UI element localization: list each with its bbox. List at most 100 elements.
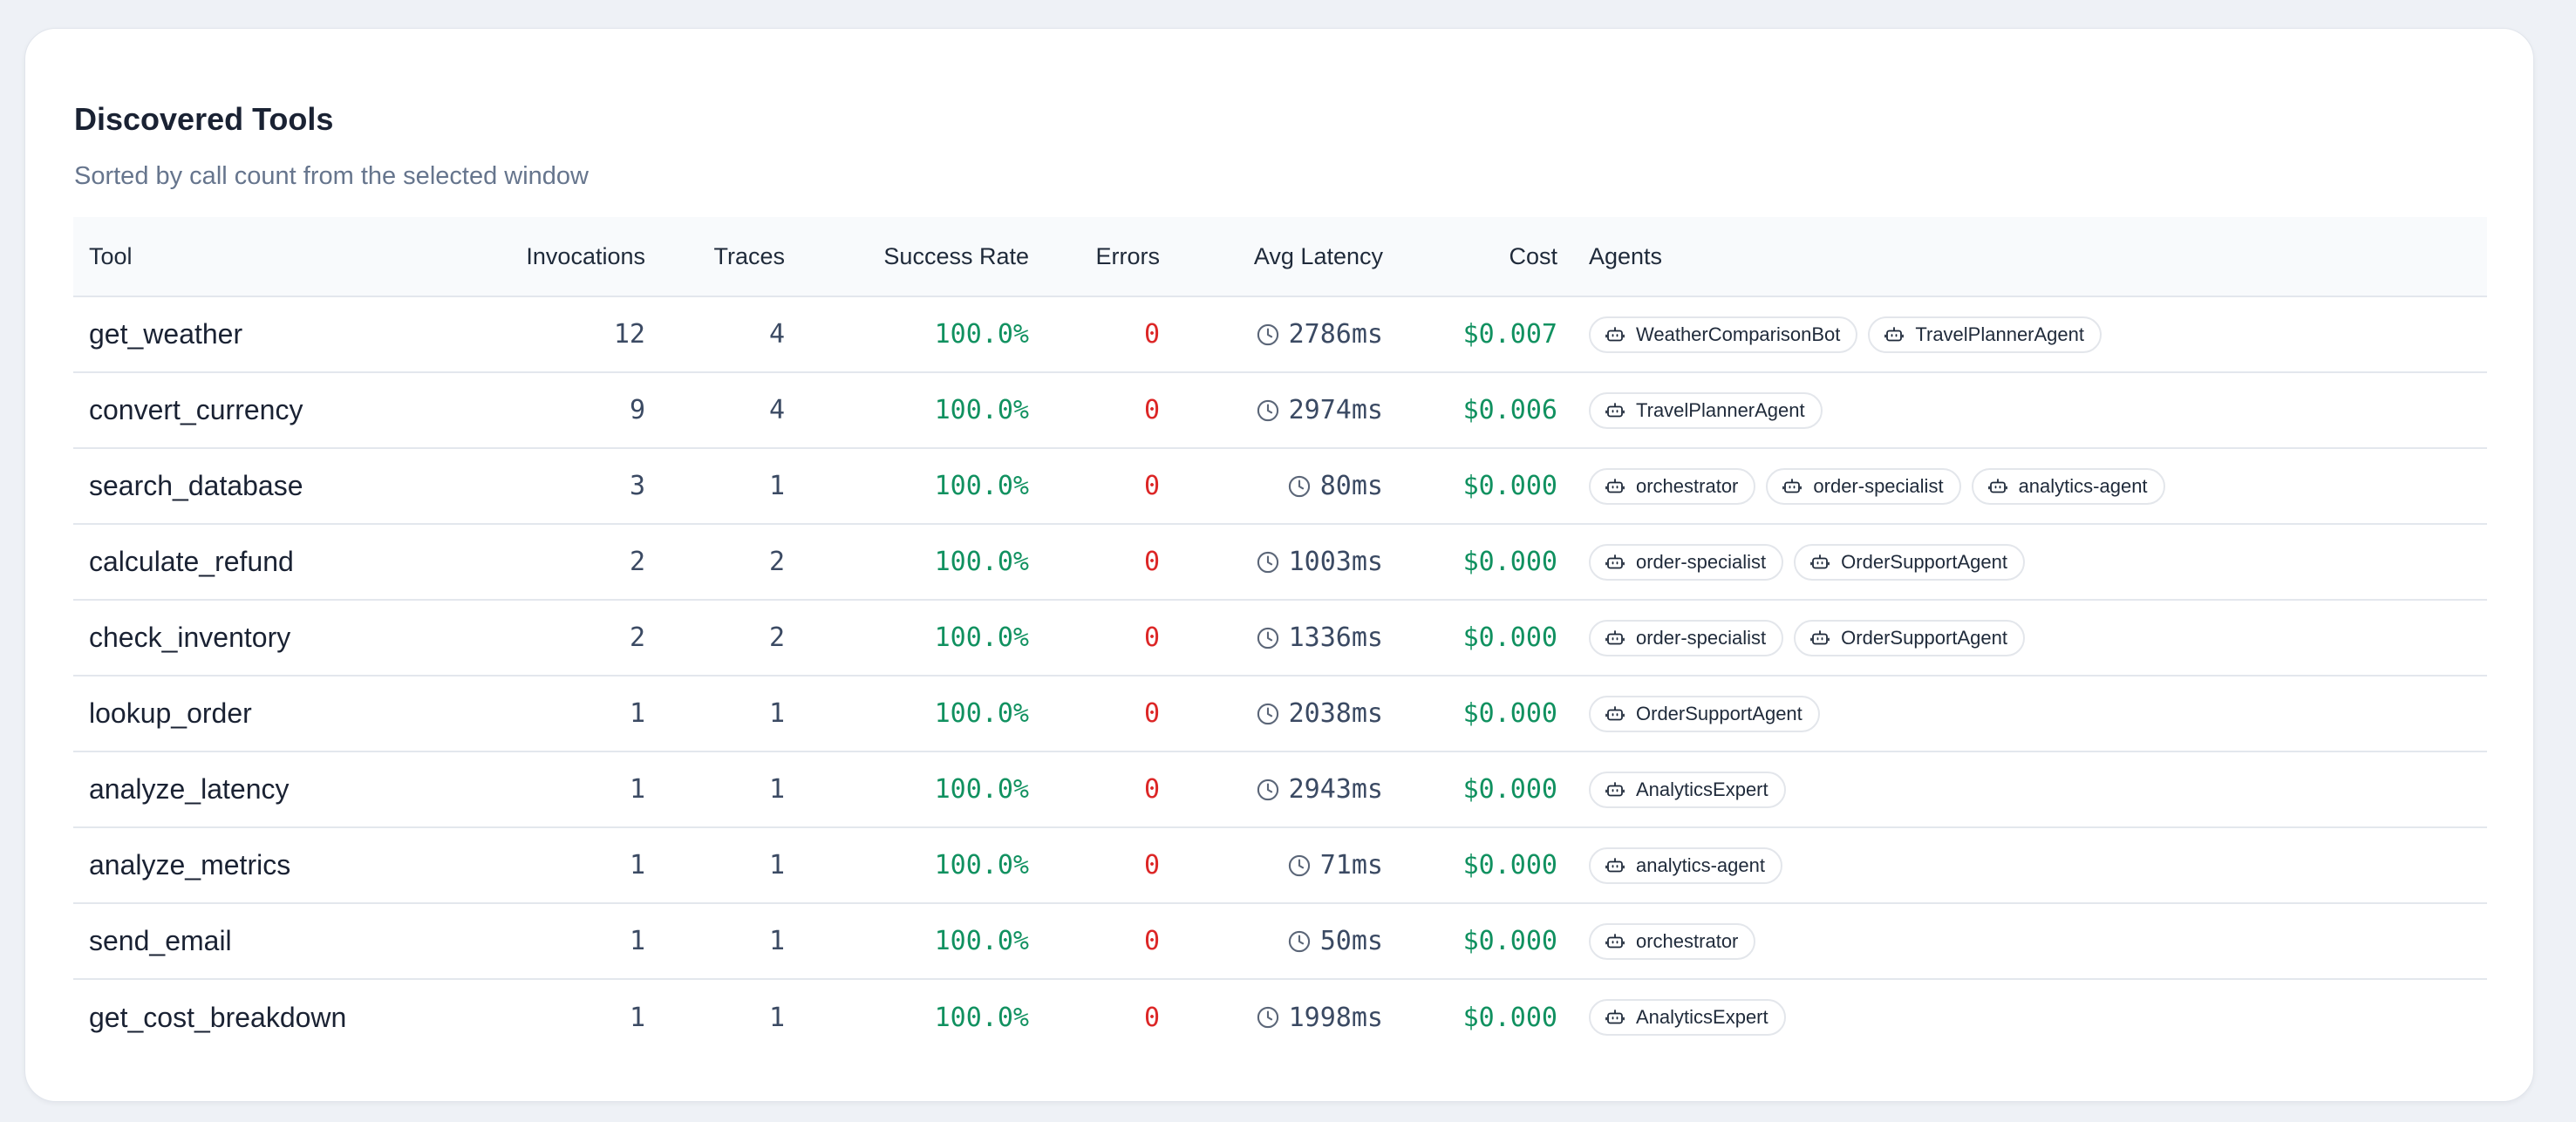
agent-name: WeatherComparisonBot — [1636, 323, 1841, 345]
agent-chip-list: analytics-agent — [1589, 847, 2487, 884]
avg-latency: 1336ms — [1256, 622, 1383, 653]
agent-chip[interactable]: orchestrator — [1589, 467, 1756, 505]
tools-table: Tool Invocations Traces Success Rate Err… — [73, 217, 2487, 1055]
avg-latency-value: 1998ms — [1288, 1002, 1383, 1033]
agent-chip-list: AnalyticsExpert — [1589, 999, 2487, 1036]
agent-name: orchestrator — [1636, 929, 1739, 952]
success-rate: 100.0% — [801, 827, 1045, 904]
agent-chip[interactable]: TravelPlannerAgent — [1589, 391, 1823, 429]
traces-count: 2 — [661, 524, 801, 601]
cost-value: $0.000 — [1399, 600, 1573, 677]
avg-latency-cell: 2038ms — [1176, 676, 1399, 752]
agents-cell: order-specialist OrderSupportAgent — [1573, 600, 2487, 677]
table-body: get_weather 12 4 100.0% 0 2786ms $0.007 — [73, 296, 2487, 1055]
tool-name[interactable]: get_weather — [73, 296, 455, 373]
avg-latency: 2943ms — [1256, 774, 1383, 805]
traces-count: 1 — [661, 676, 801, 752]
clock-icon — [1257, 323, 1278, 345]
tool-name[interactable]: send_email — [73, 903, 455, 980]
tool-name[interactable]: lookup_order — [73, 676, 455, 752]
column-header-cost[interactable]: Cost — [1399, 217, 1573, 297]
column-header-agents[interactable]: Agents — [1573, 217, 2487, 297]
column-header-avg-latency[interactable]: Avg Latency — [1176, 217, 1399, 297]
success-rate: 100.0% — [801, 676, 1045, 752]
clock-icon — [1257, 779, 1278, 800]
cost-value: $0.000 — [1399, 903, 1573, 980]
column-header-traces[interactable]: Traces — [661, 217, 801, 297]
agent-chip-list: TravelPlannerAgent — [1589, 391, 2487, 429]
table-row[interactable]: get_cost_breakdown 1 1 100.0% 0 1998ms $… — [73, 979, 2487, 1055]
agent-chip[interactable]: analytics-agent — [1589, 847, 1782, 884]
column-header-errors[interactable]: Errors — [1045, 217, 1176, 297]
agent-chip[interactable]: WeatherComparisonBot — [1589, 316, 1858, 353]
agent-chip[interactable]: OrderSupportAgent — [1589, 695, 1820, 732]
agent-chip[interactable]: AnalyticsExpert — [1589, 771, 1786, 808]
agent-chip[interactable]: OrderSupportAgent — [1794, 619, 2025, 656]
agent-chip[interactable]: analytics-agent — [1971, 467, 2165, 505]
bot-icon — [1605, 629, 1625, 644]
avg-latency-cell: 80ms — [1176, 448, 1399, 525]
tool-name[interactable]: get_cost_breakdown — [89, 1001, 347, 1033]
avg-latency-cell: 71ms — [1176, 827, 1399, 904]
cost-value: $0.000 — [1399, 827, 1573, 904]
avg-latency-value: 2943ms — [1288, 774, 1383, 805]
agent-name: analytics-agent — [2018, 474, 2148, 497]
avg-latency: 71ms — [1287, 850, 1383, 881]
table-row[interactable]: get_weather 12 4 100.0% 0 2786ms $0.007 — [73, 296, 2487, 373]
avg-latency: 1003ms — [1256, 547, 1383, 577]
cost-value: $0.000 — [1399, 676, 1573, 752]
agent-name: OrderSupportAgent — [1841, 550, 2007, 573]
success-rate: 100.0% — [934, 1002, 1029, 1033]
bot-icon — [1605, 554, 1625, 568]
success-rate: 100.0% — [801, 372, 1045, 449]
avg-latency-cell: 2943ms — [1176, 751, 1399, 828]
column-header-tool[interactable]: Tool — [73, 217, 455, 297]
table-row[interactable]: analyze_metrics 1 1 100.0% 0 71ms $0.000 — [73, 827, 2487, 904]
agent-chip[interactable]: TravelPlannerAgent — [1868, 316, 2102, 353]
tool-name[interactable]: analyze_latency — [73, 751, 455, 828]
invocations-count: 3 — [455, 448, 661, 525]
agent-chip-list: orchestrator order-specialist analytics-… — [1589, 467, 2487, 505]
traces-count: 4 — [661, 296, 801, 373]
tool-name[interactable]: convert_currency — [73, 372, 455, 449]
tool-name[interactable]: analyze_metrics — [73, 827, 455, 904]
traces-count: 4 — [661, 372, 801, 449]
agent-chip[interactable]: order-specialist — [1589, 543, 1784, 581]
agent-chip[interactable]: OrderSupportAgent — [1794, 543, 2025, 581]
tool-name[interactable]: search_database — [73, 448, 455, 525]
invocations-count: 1 — [455, 903, 661, 980]
bot-icon — [1605, 705, 1625, 720]
error-count: 0 — [1045, 448, 1176, 525]
table-row[interactable]: calculate_refund 2 2 100.0% 0 1003ms $0.… — [73, 524, 2487, 601]
bot-icon — [1605, 1010, 1625, 1024]
avg-latency-value: 50ms — [1319, 926, 1383, 956]
agent-name: orchestrator — [1636, 474, 1739, 497]
success-rate: 100.0% — [801, 524, 1045, 601]
tool-name[interactable]: calculate_refund — [73, 524, 455, 601]
table-row[interactable]: check_inventory 2 2 100.0% 0 1336ms $0.0… — [73, 600, 2487, 677]
clock-icon — [1288, 930, 1310, 952]
table-header-row: Tool Invocations Traces Success Rate Err… — [73, 217, 2487, 297]
tool-name[interactable]: check_inventory — [73, 600, 455, 677]
agents-cell: orchestrator — [1573, 903, 2487, 980]
avg-latency-value: 2038ms — [1288, 698, 1383, 729]
clock-icon — [1257, 399, 1278, 421]
avg-latency: 50ms — [1287, 926, 1383, 956]
bot-icon — [1987, 478, 2007, 493]
agents-cell: WeatherComparisonBot TravelPlannerAgent — [1573, 296, 2487, 373]
table-row[interactable]: search_database 3 1 100.0% 0 80ms $0.000 — [73, 448, 2487, 525]
bot-icon — [1782, 478, 1803, 493]
agent-chip[interactable]: order-specialist — [1589, 619, 1784, 656]
agents-cell: order-specialist OrderSupportAgent — [1573, 524, 2487, 601]
agent-chip[interactable]: order-specialist — [1766, 467, 1961, 505]
agent-chip[interactable]: orchestrator — [1589, 922, 1756, 960]
column-header-success-rate[interactable]: Success Rate — [801, 217, 1045, 297]
table-row[interactable]: analyze_latency 1 1 100.0% 0 2943ms $0.0… — [73, 751, 2487, 828]
agent-chip[interactable]: AnalyticsExpert — [1589, 999, 1786, 1036]
table-row[interactable]: convert_currency 9 4 100.0% 0 2974ms $0.… — [73, 372, 2487, 449]
table-row[interactable]: lookup_order 1 1 100.0% 0 2038ms $0.000 — [73, 676, 2487, 752]
clock-icon — [1288, 475, 1310, 497]
bot-icon — [1810, 629, 1830, 644]
table-row[interactable]: send_email 1 1 100.0% 0 50ms $0.000 o — [73, 903, 2487, 980]
column-header-invocations[interactable]: Invocations — [455, 217, 661, 297]
